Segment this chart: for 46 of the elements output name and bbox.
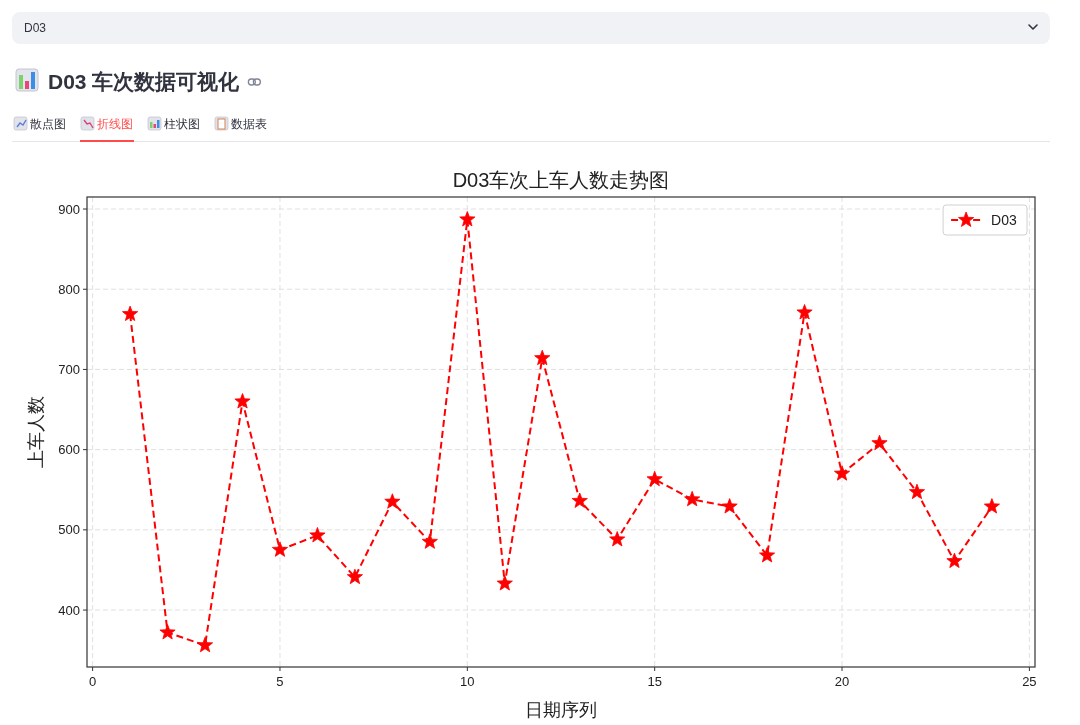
y-tick-label: 500 <box>58 522 80 538</box>
legend-label: D03 <box>991 212 1017 228</box>
text: D03 <box>24 21 47 35</box>
x-tick-label: 10 <box>460 674 475 689</box>
x-tick-label: 0 <box>89 674 97 689</box>
chart-title: D03车次上车人数走势图 <box>452 169 670 191</box>
text: 柱状图 <box>164 118 200 130</box>
point <box>834 465 851 481</box>
point <box>646 470 663 487</box>
point <box>309 527 326 543</box>
point <box>871 434 888 451</box>
text: 数据表 <box>231 118 267 130</box>
text: 折线图 <box>97 118 133 130</box>
point <box>571 492 588 508</box>
y-axis-title: 上车人数 <box>26 396 46 468</box>
point <box>983 498 1000 514</box>
point <box>759 547 776 563</box>
point <box>271 541 288 557</box>
point <box>197 636 214 653</box>
x-tick-label: 5 <box>276 674 284 689</box>
x-tick-label: 20 <box>834 674 850 689</box>
x-tick-label: 15 <box>647 674 662 689</box>
point <box>946 552 963 568</box>
point <box>721 498 738 514</box>
x-tick-label: 25 <box>1022 674 1037 689</box>
point <box>459 211 476 227</box>
point <box>384 493 401 509</box>
y-tick-label: 600 <box>58 442 80 458</box>
point <box>346 568 363 585</box>
point <box>609 531 626 547</box>
y-tick-label: 900 <box>58 201 80 217</box>
text: D03 车次数据可视化 <box>48 70 241 93</box>
point <box>908 483 925 500</box>
point <box>684 490 701 507</box>
point <box>234 393 251 409</box>
y-tick-label: 700 <box>58 361 80 377</box>
point <box>796 304 813 320</box>
y-tick-label: 400 <box>58 602 80 618</box>
point <box>159 624 176 640</box>
point <box>122 305 139 321</box>
point <box>496 575 513 591</box>
point <box>534 349 551 366</box>
x-axis-title: 日期序列 <box>525 700 597 720</box>
point <box>421 533 438 549</box>
text: 散点图 <box>30 118 66 130</box>
y-tick-label: 800 <box>58 281 80 297</box>
